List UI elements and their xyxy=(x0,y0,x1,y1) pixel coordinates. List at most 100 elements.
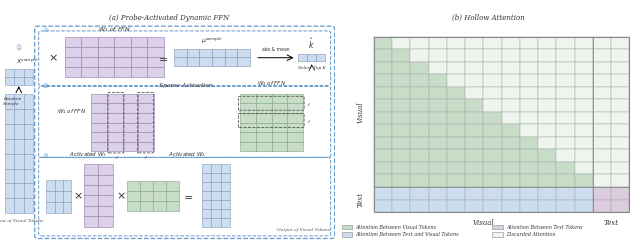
Bar xyxy=(392,112,410,124)
Bar xyxy=(199,58,212,66)
Bar xyxy=(392,199,410,212)
Bar xyxy=(410,162,429,174)
Bar xyxy=(99,165,113,175)
Bar xyxy=(211,173,221,182)
Bar xyxy=(153,201,166,211)
Bar xyxy=(298,53,307,61)
Bar xyxy=(202,191,211,200)
Bar xyxy=(429,37,447,49)
Bar xyxy=(14,69,24,77)
Bar xyxy=(429,137,447,150)
Bar xyxy=(84,196,99,206)
Bar xyxy=(538,174,556,187)
Bar xyxy=(5,94,14,109)
Bar xyxy=(447,187,465,199)
Text: $=$: $=$ xyxy=(156,53,168,63)
Bar xyxy=(410,62,429,74)
Bar xyxy=(5,77,14,85)
Bar xyxy=(520,124,538,137)
Bar xyxy=(483,37,502,49)
Bar xyxy=(493,232,502,237)
Bar xyxy=(392,74,410,87)
Bar xyxy=(271,113,287,122)
Text: ✓: ✓ xyxy=(114,154,118,159)
Bar xyxy=(287,122,303,132)
Bar xyxy=(240,103,256,113)
Bar xyxy=(483,124,502,137)
Bar xyxy=(538,49,556,62)
Bar xyxy=(127,181,140,191)
Bar xyxy=(556,162,575,174)
Bar xyxy=(287,94,303,103)
Bar xyxy=(575,37,593,49)
Bar xyxy=(483,112,502,124)
Bar xyxy=(392,187,410,199)
Bar xyxy=(556,124,575,137)
Bar xyxy=(520,199,538,212)
Bar xyxy=(447,199,465,212)
Bar xyxy=(14,153,24,168)
Bar xyxy=(556,174,575,187)
Bar xyxy=(465,74,483,87)
Bar xyxy=(225,58,237,66)
Bar xyxy=(138,113,154,122)
Bar xyxy=(114,67,131,77)
Bar xyxy=(502,99,520,112)
Bar xyxy=(211,191,221,200)
Bar xyxy=(91,142,107,151)
Bar xyxy=(429,112,447,124)
Bar xyxy=(81,37,98,47)
Bar xyxy=(54,180,63,191)
Bar xyxy=(483,199,502,212)
Bar xyxy=(447,62,465,74)
Bar xyxy=(520,150,538,162)
Bar xyxy=(24,139,33,153)
Bar xyxy=(611,124,630,137)
Bar xyxy=(502,62,520,74)
Bar xyxy=(483,187,502,199)
Text: Activated $W_2$: Activated $W_2$ xyxy=(168,150,206,159)
Bar xyxy=(5,153,14,168)
Bar xyxy=(502,87,520,99)
Bar xyxy=(140,191,153,201)
Bar xyxy=(65,37,81,47)
Bar xyxy=(575,87,593,99)
Bar xyxy=(502,150,520,162)
Bar xyxy=(483,62,502,74)
Bar xyxy=(483,137,502,150)
Text: ②: ② xyxy=(43,28,49,33)
Bar xyxy=(410,87,429,99)
Bar xyxy=(392,150,410,162)
Bar xyxy=(212,58,225,66)
Text: Text: Text xyxy=(356,192,365,207)
Bar xyxy=(593,112,611,124)
Text: $X^{sample}$: $X^{sample}$ xyxy=(16,57,38,66)
Text: ①: ① xyxy=(15,45,22,51)
Bar xyxy=(410,112,429,124)
Bar xyxy=(392,124,410,137)
Bar xyxy=(611,87,630,99)
Text: Attention Between Text and Visual Tokens: Attention Between Text and Visual Tokens xyxy=(355,232,459,237)
Bar xyxy=(84,165,99,175)
Bar xyxy=(221,200,230,209)
Bar xyxy=(240,132,256,142)
Bar xyxy=(520,62,538,74)
Bar xyxy=(14,198,24,213)
Bar xyxy=(5,69,14,77)
Bar xyxy=(211,218,221,227)
Bar xyxy=(307,53,316,61)
Bar xyxy=(520,37,538,49)
Bar xyxy=(520,99,538,112)
Bar xyxy=(138,94,154,103)
Bar xyxy=(429,74,447,87)
Bar xyxy=(271,122,287,132)
Bar xyxy=(611,187,630,199)
Bar xyxy=(256,103,271,113)
Bar xyxy=(131,37,147,47)
Bar xyxy=(271,94,287,103)
Bar xyxy=(556,199,575,212)
Bar xyxy=(271,132,287,142)
Bar xyxy=(392,49,410,62)
Bar xyxy=(556,62,575,74)
Bar xyxy=(81,47,98,57)
